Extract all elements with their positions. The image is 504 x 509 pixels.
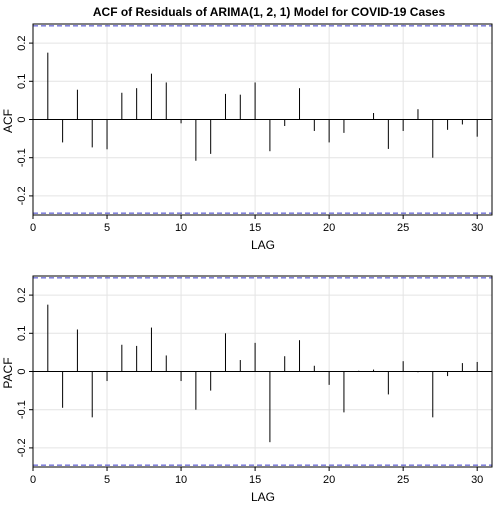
pacf-x-tick-label-1: 5 [104,474,110,486]
acf-y-tick-label-3: 0.1 [16,74,28,89]
acf-panel: 0 5 10 15 20 25 30 -0.2 -0.1 0 0.1 0.2 [16,23,493,234]
pacf-y-axis-label: PACF [1,357,15,388]
acf-x-tick-label-4: 20 [323,222,335,234]
acf-x-tick-label-1: 5 [104,222,110,234]
pacf-x-axis-label: LAG [251,490,275,504]
pacf-panel: 0 5 10 15 20 25 30 -0.2 -0.1 0 0.1 0.2 [16,275,493,486]
chart-title: ACF of Residuals of ARIMA(1, 2, 1) Model… [93,5,446,19]
acf-x-tick-label-0: 0 [30,222,36,234]
acf-y-tick-label-1: -0.1 [16,148,28,167]
pacf-x-tick-label-5: 25 [397,474,409,486]
pacf-y-tick-label-3: 0.1 [16,326,28,341]
pacf-x-tick-label-4: 20 [323,474,335,486]
pacf-x-tick-label-2: 10 [175,474,187,486]
acf-y-axis-label: ACF [1,109,15,133]
acf-y-tick-label-4: 0.2 [16,35,28,50]
pacf-x-tick-label-3: 15 [249,474,261,486]
acf-x-tick-label-6: 30 [471,222,483,234]
acf-y-tick-label-2: 0 [16,116,28,122]
acf-x-axis-label: LAG [251,238,275,252]
acf-y-tick-label-0: -0.2 [16,186,28,205]
pacf-y-tick-label-1: -0.1 [16,400,28,419]
acf-x-tick-label-5: 25 [397,222,409,234]
acf-x-tick-label-2: 10 [175,222,187,234]
pacf-y-tick-label-0: -0.2 [16,438,28,457]
pacf-x-tick-label-6: 30 [471,474,483,486]
acf-x-tick-label-3: 15 [249,222,261,234]
pacf-x-tick-label-0: 0 [30,474,36,486]
pacf-y-tick-label-2: 0 [16,368,28,374]
pacf-y-tick-label-4: 0.2 [16,287,28,302]
